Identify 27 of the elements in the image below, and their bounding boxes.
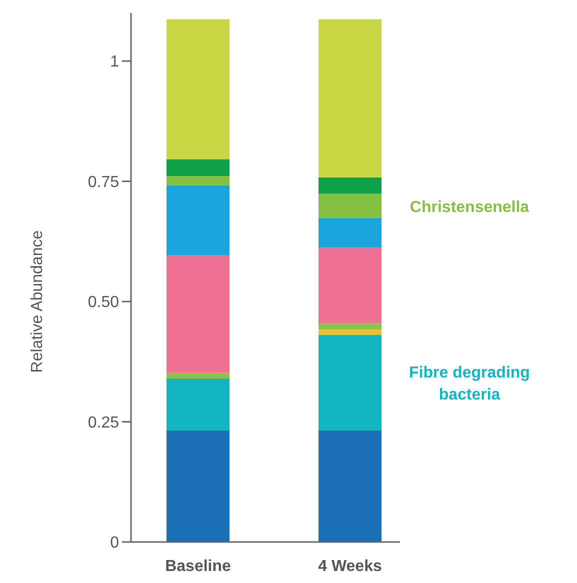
bar — [318, 248, 382, 324]
bar — [166, 19, 230, 160]
bar — [318, 323, 382, 330]
bar — [318, 430, 382, 542]
bar — [318, 329, 382, 335]
bar — [318, 218, 382, 248]
x-tick-label: Baseline — [165, 558, 232, 575]
y-tick-label: 0.75 — [88, 174, 120, 191]
y-axis-title: Relative Abundance — [29, 230, 46, 373]
bar — [318, 177, 382, 194]
bar — [318, 19, 382, 178]
series-label: Fibre degrading bacteria — [409, 364, 530, 404]
series-label: Christensenella — [410, 198, 530, 216]
bar — [166, 176, 230, 186]
bar — [166, 185, 230, 256]
x-tick-label: 4 Weeks — [318, 558, 382, 575]
y-tick-label: 0.25 — [88, 414, 120, 432]
bar — [166, 255, 230, 373]
bar — [166, 430, 230, 542]
bar — [166, 372, 230, 378]
bar — [166, 378, 230, 430]
bar — [166, 159, 230, 176]
bar — [318, 334, 382, 430]
y-tick-label: 0 — [110, 534, 120, 552]
bar — [318, 194, 382, 218]
y-tick-label: 0.50 — [88, 294, 120, 312]
y-tick-label: 1 — [110, 54, 120, 71]
